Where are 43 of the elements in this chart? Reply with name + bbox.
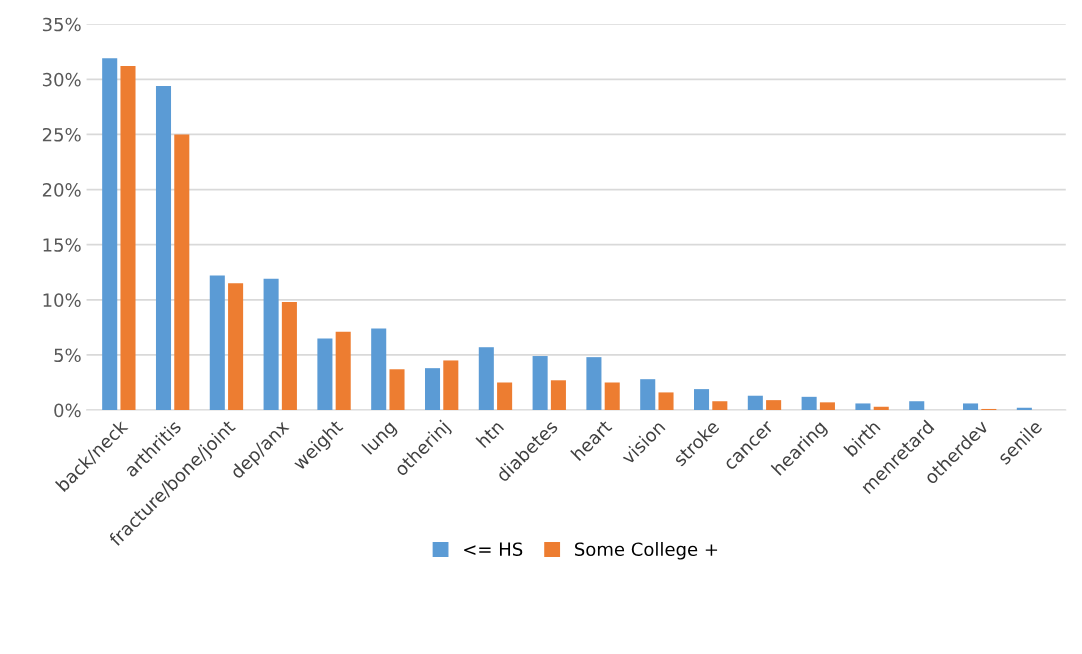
- bar: [855, 403, 871, 411]
- bar: [873, 406, 889, 411]
- bar: [371, 328, 387, 411]
- legend-label: Some College +: [575, 542, 718, 560]
- bar: [389, 369, 405, 411]
- y-tick-label: 0%: [54, 403, 81, 418]
- bar: [819, 402, 835, 411]
- bar: [766, 400, 782, 411]
- bar: [335, 331, 351, 411]
- y-tick-label: 10%: [43, 293, 81, 307]
- bar: [712, 401, 728, 411]
- bar: [209, 275, 225, 411]
- bar: [1016, 407, 1032, 411]
- y-tick-label: 30%: [42, 72, 81, 87]
- bar: [909, 401, 925, 411]
- bar: [228, 283, 244, 411]
- bar: [658, 392, 674, 411]
- bar: [550, 380, 566, 411]
- bar: [120, 66, 136, 411]
- bar: [443, 360, 459, 411]
- bar: [963, 403, 979, 411]
- bar: [604, 382, 620, 411]
- bar: [478, 347, 494, 411]
- y-tick-label: 15%: [43, 238, 81, 252]
- bar: [102, 58, 118, 411]
- bar: [532, 356, 548, 411]
- legend-label: <= HS: [464, 542, 523, 557]
- bar: [263, 278, 279, 411]
- bar: [317, 338, 333, 411]
- y-tick-label: 35%: [42, 17, 81, 32]
- bar: [747, 395, 763, 411]
- y-tick-label: 20%: [42, 183, 81, 197]
- bar: [174, 134, 190, 411]
- bar: [693, 389, 710, 411]
- bar: [640, 379, 656, 411]
- y-tick-label: 25%: [42, 127, 81, 142]
- bar: [586, 357, 602, 411]
- bar: [155, 85, 172, 411]
- bar: [281, 302, 297, 411]
- bar: [801, 396, 817, 411]
- bar: [497, 382, 513, 411]
- y-tick-label: 5%: [54, 348, 81, 363]
- bar: [424, 368, 441, 411]
